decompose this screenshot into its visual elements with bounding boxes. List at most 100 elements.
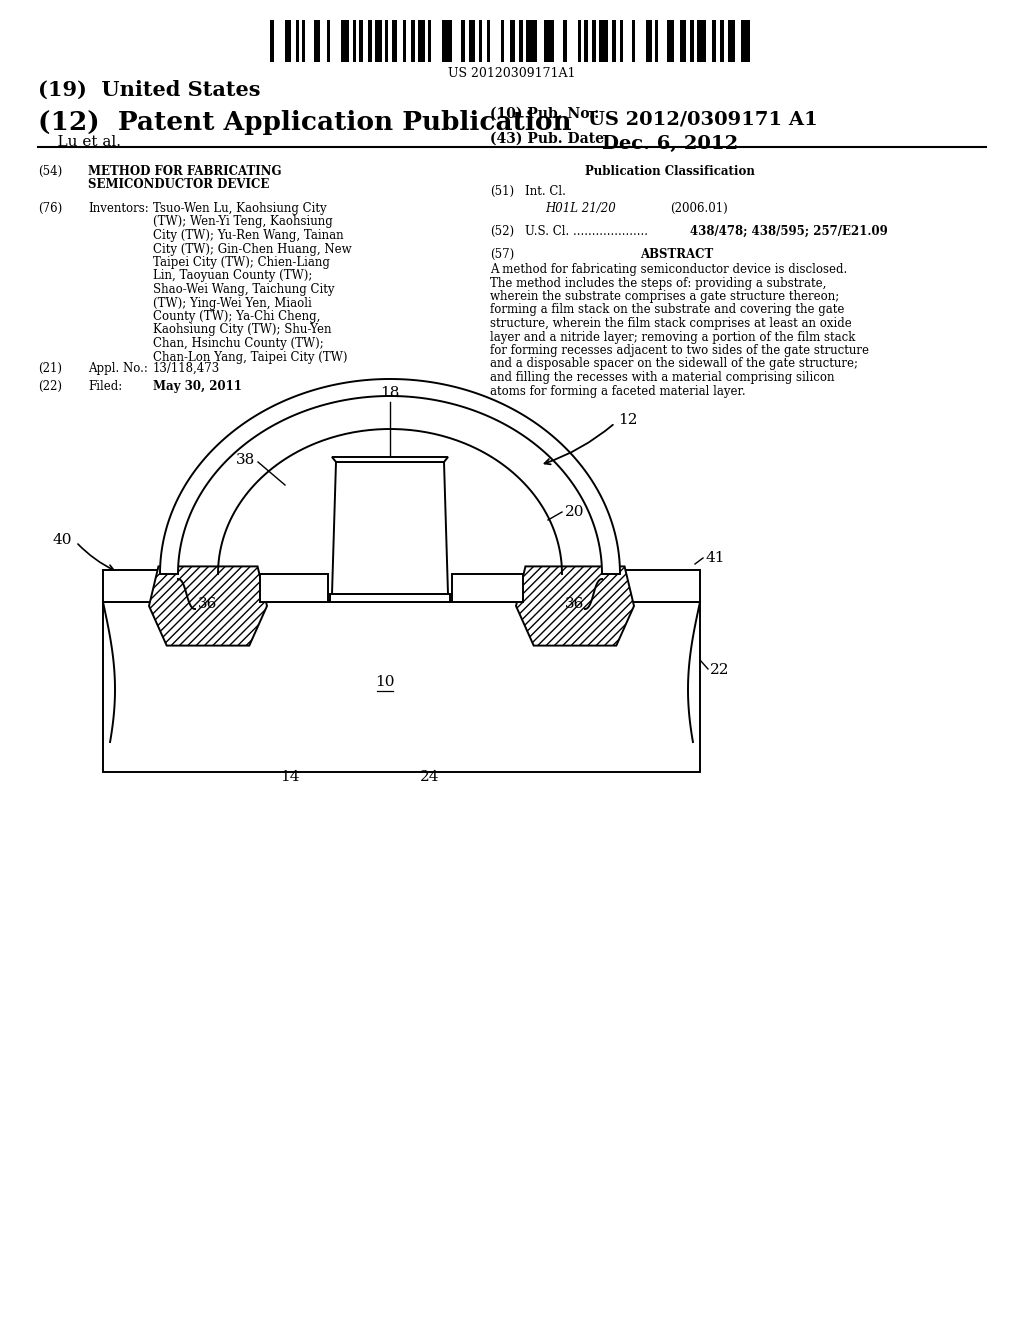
Text: 40: 40 <box>52 533 72 546</box>
Bar <box>486 20 490 62</box>
Text: (54): (54) <box>38 165 62 178</box>
Text: Lin, Taoyuan County (TW);: Lin, Taoyuan County (TW); <box>153 269 312 282</box>
Bar <box>461 20 465 62</box>
Bar <box>452 574 523 602</box>
Bar <box>519 20 523 62</box>
Text: METHOD FOR FABRICATING: METHOD FOR FABRICATING <box>88 165 282 178</box>
Text: 41: 41 <box>706 550 725 565</box>
Text: (52): (52) <box>490 224 514 238</box>
Text: The method includes the steps of: providing a substrate,: The method includes the steps of: provid… <box>490 276 826 289</box>
Bar <box>103 602 700 772</box>
Text: 18: 18 <box>380 385 399 400</box>
Polygon shape <box>160 379 620 574</box>
Polygon shape <box>332 457 449 462</box>
Text: County (TW); Ya-Chi Cheng,: County (TW); Ya-Chi Cheng, <box>153 310 321 323</box>
Bar <box>330 594 450 602</box>
Bar <box>563 20 567 62</box>
Bar <box>526 20 538 62</box>
Polygon shape <box>150 566 267 645</box>
Text: Filed:: Filed: <box>88 380 122 393</box>
Text: (57): (57) <box>490 248 514 261</box>
Text: 438/478; 438/595; 257/E21.09: 438/478; 438/595; 257/E21.09 <box>690 224 888 238</box>
Text: atoms for forming a faceted material layer.: atoms for forming a faceted material lay… <box>490 384 745 397</box>
Bar <box>411 20 415 62</box>
Text: H01L 21/20: H01L 21/20 <box>545 202 615 215</box>
Bar <box>403 20 407 62</box>
Bar <box>352 20 356 62</box>
Text: 24: 24 <box>420 770 439 784</box>
Text: US 2012/0309171 A1: US 2012/0309171 A1 <box>588 110 818 128</box>
Text: Taipei City (TW); Chien-Liang: Taipei City (TW); Chien-Liang <box>153 256 330 269</box>
Bar <box>418 20 425 62</box>
Text: Publication Classification: Publication Classification <box>585 165 755 178</box>
Text: 36: 36 <box>199 597 218 611</box>
Bar <box>296 20 299 62</box>
Bar <box>544 20 554 62</box>
Bar <box>697 20 706 62</box>
Text: 20: 20 <box>565 506 585 519</box>
Text: (22): (22) <box>38 380 62 393</box>
Bar <box>712 20 717 62</box>
Bar <box>655 20 658 62</box>
Text: (76): (76) <box>38 202 62 215</box>
Text: ABSTRACT: ABSTRACT <box>640 248 714 261</box>
Bar <box>599 20 608 62</box>
Text: (19)  United States: (19) United States <box>38 81 260 100</box>
Bar <box>341 20 349 62</box>
Text: 12: 12 <box>618 413 638 426</box>
Text: Int. Cl.: Int. Cl. <box>525 185 566 198</box>
Text: Chan-Lon Yang, Taipei City (TW): Chan-Lon Yang, Taipei City (TW) <box>153 351 347 363</box>
Bar <box>359 20 364 62</box>
Bar <box>680 20 686 62</box>
Text: 10: 10 <box>375 675 394 689</box>
Bar <box>270 20 274 62</box>
Text: layer and a nitride layer; removing a portion of the film stack: layer and a nitride layer; removing a po… <box>490 330 855 343</box>
Text: wherein the substrate comprises a gate structure thereon;: wherein the substrate comprises a gate s… <box>490 290 840 304</box>
Text: structure, wherein the film stack comprises at least an oxide: structure, wherein the film stack compri… <box>490 317 852 330</box>
Bar <box>302 20 305 62</box>
Bar <box>689 20 694 62</box>
Bar <box>368 20 372 62</box>
Bar <box>392 20 396 62</box>
Text: 14: 14 <box>281 770 300 784</box>
Bar <box>501 20 504 62</box>
Bar <box>327 20 330 62</box>
Text: (51): (51) <box>490 185 514 198</box>
Text: and a disposable spacer on the sidewall of the gate structure;: and a disposable spacer on the sidewall … <box>490 358 858 371</box>
Bar <box>441 20 453 62</box>
Text: 16: 16 <box>380 515 399 529</box>
Text: Lu et al.: Lu et al. <box>38 135 121 149</box>
Bar <box>510 20 515 62</box>
Text: (21): (21) <box>38 362 62 375</box>
Bar <box>285 20 292 62</box>
Bar <box>479 20 482 62</box>
Text: May 30, 2011: May 30, 2011 <box>153 380 242 393</box>
Bar <box>103 570 223 602</box>
Bar <box>728 20 734 62</box>
Text: Inventors:: Inventors: <box>88 202 148 215</box>
Bar <box>592 20 596 62</box>
Text: 22: 22 <box>710 663 729 677</box>
Text: (TW); Ying-Wei Yen, Miaoli: (TW); Ying-Wei Yen, Miaoli <box>153 297 311 309</box>
Text: City (TW); Yu-Ren Wang, Tainan: City (TW); Yu-Ren Wang, Tainan <box>153 228 344 242</box>
Text: US 20120309171A1: US 20120309171A1 <box>449 67 575 81</box>
Text: (12)  Patent Application Publication: (12) Patent Application Publication <box>38 110 571 135</box>
Text: (2006.01): (2006.01) <box>670 202 728 215</box>
Text: (10) Pub. No.:: (10) Pub. No.: <box>490 107 599 121</box>
Bar <box>741 20 750 62</box>
Text: Kaohsiung City (TW); Shu-Yen: Kaohsiung City (TW); Shu-Yen <box>153 323 332 337</box>
Bar <box>428 20 431 62</box>
Bar <box>578 20 582 62</box>
Bar <box>632 20 635 62</box>
Text: SEMICONDUCTOR DEVICE: SEMICONDUCTOR DEVICE <box>88 178 269 191</box>
Text: (TW); Wen-Yi Teng, Kaohsiung: (TW); Wen-Yi Teng, Kaohsiung <box>153 215 333 228</box>
Text: forming a film stack on the substrate and covering the gate: forming a film stack on the substrate an… <box>490 304 845 317</box>
Text: (43) Pub. Date:: (43) Pub. Date: <box>490 132 609 147</box>
Bar <box>469 20 475 62</box>
Text: 38: 38 <box>236 453 255 467</box>
Text: Appl. No.:: Appl. No.: <box>88 362 147 375</box>
Bar <box>667 20 674 62</box>
Polygon shape <box>332 462 449 594</box>
Bar <box>585 20 588 62</box>
Text: Chan, Hsinchu County (TW);: Chan, Hsinchu County (TW); <box>153 337 324 350</box>
